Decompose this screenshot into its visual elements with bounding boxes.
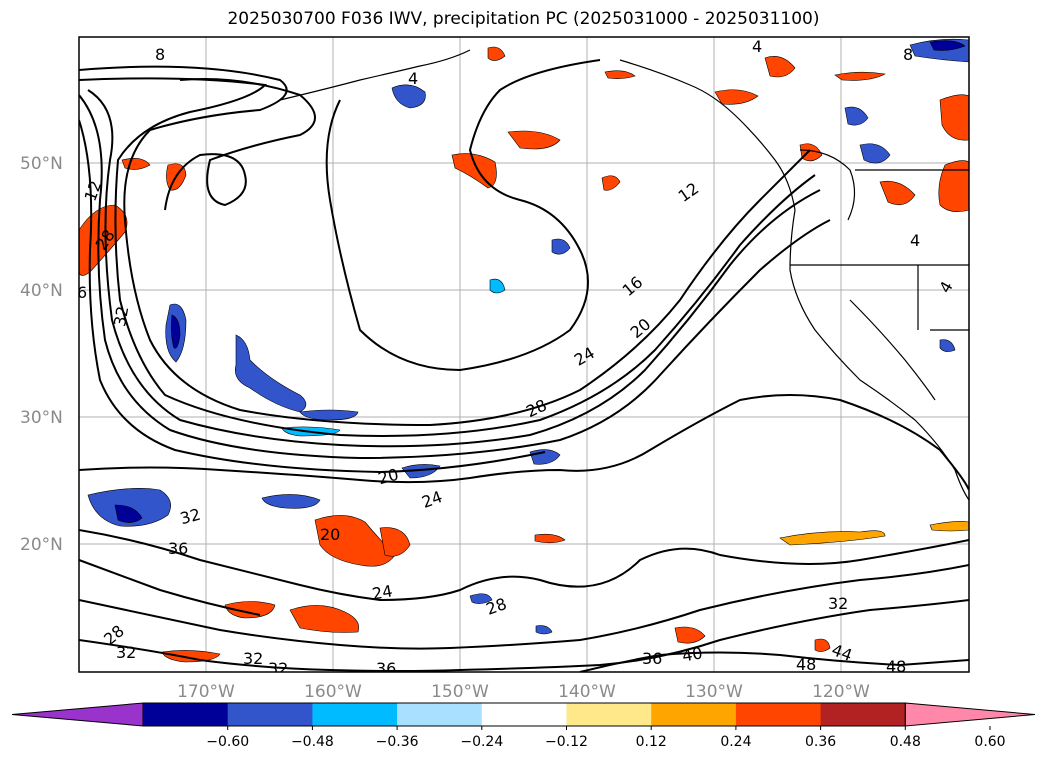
- iwv-contours: [79, 59, 969, 672]
- colorbar-tick-label: 0.12: [636, 734, 667, 750]
- contour-label: 4: [752, 37, 762, 56]
- colorbar-segment: [397, 703, 483, 726]
- coastlines: [279, 49, 969, 501]
- gridlines: [79, 37, 969, 672]
- contour-labels: 8 4 8 4 12 12 28 6 32 16 20 24 28 20 24 …: [77, 37, 957, 678]
- contour-label: 6: [77, 283, 87, 302]
- lat-label: 40°N: [20, 281, 63, 301]
- colorbar-tick-label: 0.24: [720, 734, 751, 750]
- colorbar-segment: [481, 703, 567, 726]
- colorbar-segment: [143, 703, 229, 726]
- colorbar-tick-label: −0.24: [460, 734, 503, 750]
- contour-label: 36: [168, 539, 188, 558]
- colorbar-segment: [735, 703, 822, 726]
- contour-label: 32: [110, 305, 132, 328]
- colorbar-segment: [227, 703, 313, 726]
- contour-label: 32: [116, 643, 136, 662]
- lat-label: 50°N: [20, 154, 63, 174]
- contour-label: 32: [828, 594, 848, 613]
- map-title: 2025030700 F036 IWV, precipitation PC (2…: [227, 9, 820, 29]
- contour-label: 4: [408, 69, 418, 88]
- lon-label: 120°W: [812, 682, 870, 702]
- contour-label: 32: [268, 659, 288, 678]
- contour-label: 20: [320, 525, 340, 544]
- colorbar-segment: [566, 703, 652, 726]
- colorbar-tick-label: 0.60: [974, 734, 1005, 750]
- contour-label: 32: [243, 649, 263, 668]
- plot-frame: [78, 36, 970, 673]
- longitude-labels: 170°W 160°W 150°W 140°W 130°W 120°W: [177, 682, 870, 702]
- colorbar-tick-label: −0.60: [206, 734, 249, 750]
- lon-label: 130°W: [685, 682, 743, 702]
- lon-label: 160°W: [304, 682, 362, 702]
- contour-label: 8: [903, 45, 913, 64]
- colorbar-outline: [142, 702, 906, 727]
- colorbar-extend-high: [904, 702, 1036, 727]
- colorbar-tick-label: −0.36: [376, 734, 419, 750]
- contour-label: 20: [376, 465, 401, 489]
- colorbar-tick-label: −0.48: [291, 734, 334, 750]
- contour-label: 32: [178, 505, 203, 529]
- lat-label: 30°N: [20, 408, 63, 428]
- colorbar-extend-low: [11, 702, 144, 727]
- lon-label: 170°W: [177, 682, 235, 702]
- contour-label: 40: [681, 643, 704, 665]
- colorbar-tick-label: 0.48: [890, 734, 921, 750]
- colorbar-segment: [312, 703, 398, 726]
- colorbar-segment: [820, 703, 906, 726]
- lat-label: 20°N: [20, 535, 63, 555]
- lon-label: 140°W: [558, 682, 616, 702]
- contour-label: 48: [886, 657, 906, 676]
- contour-label: 36: [376, 659, 396, 678]
- precip-patches-positive: [79, 46, 969, 663]
- colorbar: −0.60 −0.48 −0.36 −0.24 −0.12 0.12 0.24 0.36 0.4…: [11, 702, 1036, 750]
- contour-label: 4: [910, 231, 920, 250]
- contour-label: 36: [642, 649, 662, 668]
- contour-label: 48: [796, 655, 816, 674]
- latitude-labels: 50°N 40°N 30°N 20°N: [20, 154, 63, 555]
- lon-label: 150°W: [431, 682, 489, 702]
- colorbar-tick-label: −0.12: [545, 734, 588, 750]
- colorbar-tick-label: 0.36: [805, 734, 836, 750]
- contour-label: 8: [155, 45, 165, 64]
- contour-label: 24: [371, 581, 394, 603]
- colorbar-segment: [651, 703, 737, 726]
